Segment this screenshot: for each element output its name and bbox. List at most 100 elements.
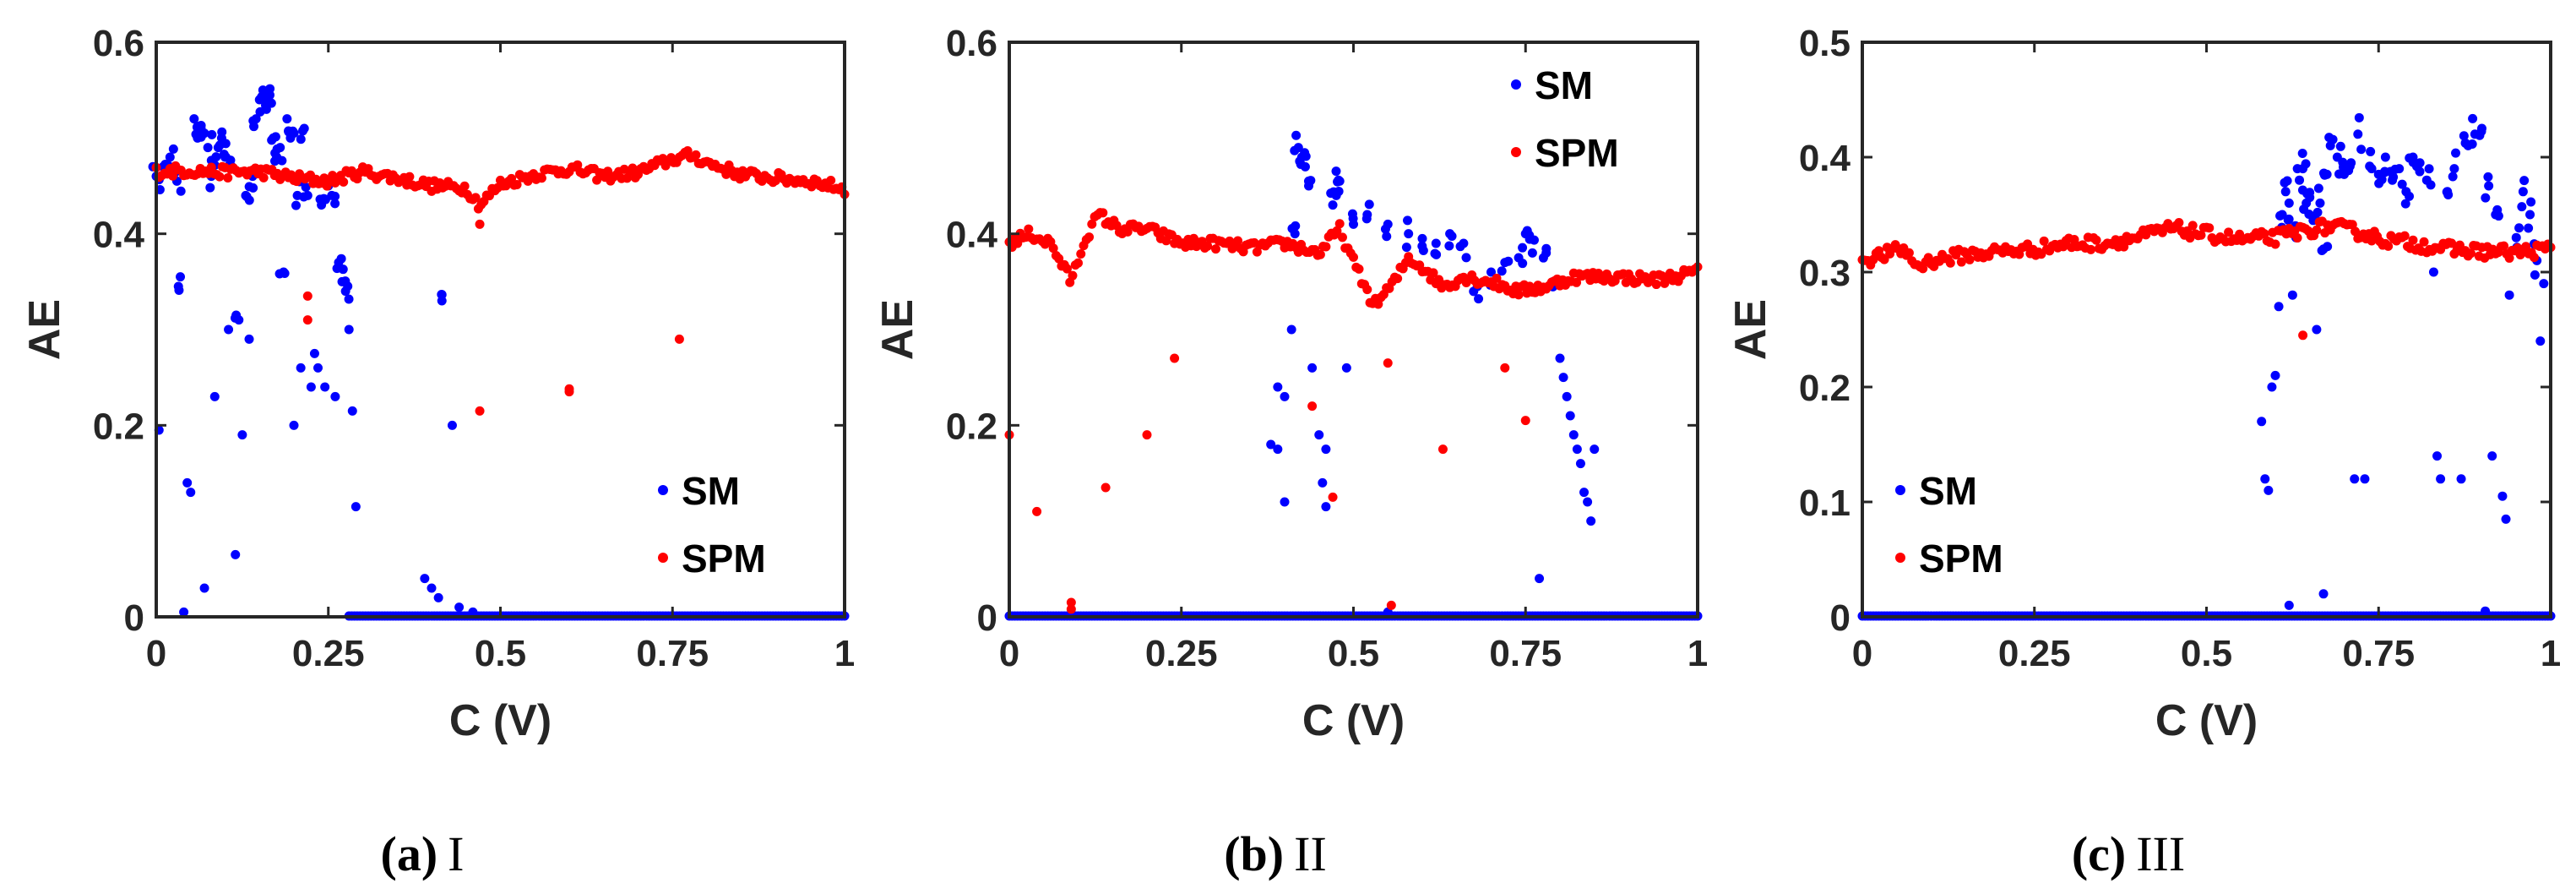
sm-point (189, 114, 199, 124)
x-tick-label: 0.5 (1328, 633, 1379, 674)
spm-point (592, 175, 602, 185)
spm-point (2270, 239, 2280, 249)
y-tick-label: 0.3 (1799, 253, 1850, 294)
sm-point (437, 290, 447, 300)
sm-point (2511, 232, 2521, 243)
plot-area (1009, 42, 1698, 617)
spm-point (674, 334, 684, 344)
sm-point (2448, 172, 2458, 182)
sm-point (165, 152, 175, 162)
sm-point (289, 420, 299, 430)
sm-point (320, 194, 330, 204)
x-tick-label: 0.75 (636, 633, 709, 674)
spm-point (1084, 232, 1095, 243)
spm-point (1073, 258, 1083, 268)
spm-point (1332, 226, 1342, 236)
sm-point (2501, 514, 2511, 524)
spm-point (1066, 604, 1076, 614)
spm-point (1076, 248, 1086, 259)
sm-point (282, 114, 292, 124)
sm-point (289, 128, 299, 138)
legend-marker-sm (1511, 79, 1521, 90)
spm-point (1328, 492, 1338, 502)
spm-point (2259, 229, 2269, 239)
spm-point (2504, 253, 2514, 263)
sm-point (270, 156, 280, 166)
sm-point (344, 294, 354, 304)
data-marks (1857, 112, 2556, 621)
sm-point (2432, 451, 2443, 461)
x-tick-label: 0.25 (1145, 633, 1218, 674)
sm-point (1518, 243, 1528, 253)
spm-point (459, 181, 470, 191)
sm-point (2389, 172, 2399, 183)
spm-point (1321, 242, 1331, 252)
sm-point (2335, 141, 2345, 151)
x-tick-label: 0.5 (2181, 633, 2232, 674)
spm-point (2312, 225, 2322, 235)
sm-point (2400, 199, 2410, 209)
sm-point (2360, 474, 2370, 484)
y-tick-label: 0.1 (1799, 482, 1850, 524)
legend-marker-sm (658, 485, 668, 495)
sm-point (1518, 259, 1528, 269)
sm-point (2451, 148, 2461, 158)
caption-roman: II (1294, 826, 1327, 881)
sm-point (2313, 183, 2323, 194)
sm-point (338, 264, 348, 275)
spm-point (1048, 243, 1058, 253)
spm-point (215, 172, 225, 182)
sm-point (2274, 302, 2284, 312)
y-tick-label: 0.5 (1799, 23, 1850, 64)
sm-point (468, 607, 478, 617)
sm-point (1287, 223, 1297, 233)
sm-point (1565, 411, 1575, 421)
sm-point (2301, 159, 2311, 169)
spm-point (2419, 237, 2429, 247)
sm-point (205, 183, 215, 193)
spm-point (1087, 219, 1097, 229)
sm-point (266, 98, 276, 108)
sm-point (1522, 226, 1532, 236)
plot-area (156, 42, 845, 617)
sm-point (1417, 241, 1427, 251)
sm-point (207, 129, 217, 139)
sm-point (2484, 181, 2494, 191)
sm-point (2530, 270, 2540, 280)
sm-point (2350, 474, 2360, 484)
sm-point (2525, 210, 2535, 220)
sm-point (1497, 266, 1507, 276)
spm-point (2350, 226, 2361, 237)
sm-point (2411, 161, 2421, 172)
legend-marker-spm (1511, 147, 1521, 157)
sm-point (2467, 139, 2477, 150)
sm-point (1321, 444, 1331, 455)
sm-point (299, 192, 309, 202)
sm-point (199, 128, 209, 139)
sm-point (2354, 112, 2364, 123)
sm-point (176, 272, 186, 282)
sm-point (1280, 497, 1290, 507)
spm-point (1098, 208, 1108, 218)
spm-point (2204, 223, 2215, 233)
sm-point (264, 90, 274, 101)
sm-point (1341, 363, 1351, 373)
legend-label-sm: SM (682, 469, 740, 513)
sm-point (2292, 164, 2302, 174)
spm-point (573, 160, 583, 170)
sm-point (211, 152, 221, 162)
spm-point (1386, 600, 1396, 610)
sm-point (2282, 176, 2292, 186)
x-tick-label: 0.5 (475, 633, 526, 674)
sm-point (2260, 474, 2270, 484)
spm-point (2224, 227, 2234, 237)
spm-point (826, 176, 836, 186)
x-tick-label: 1 (2541, 633, 2561, 674)
legend-label-sm: SM (1535, 63, 1593, 107)
sm-point (2459, 131, 2469, 141)
sm-point (1290, 145, 1300, 155)
spm-point (1211, 244, 1220, 254)
sm-point (454, 602, 465, 613)
spm-point (2447, 238, 2457, 248)
sm-point (344, 324, 354, 335)
